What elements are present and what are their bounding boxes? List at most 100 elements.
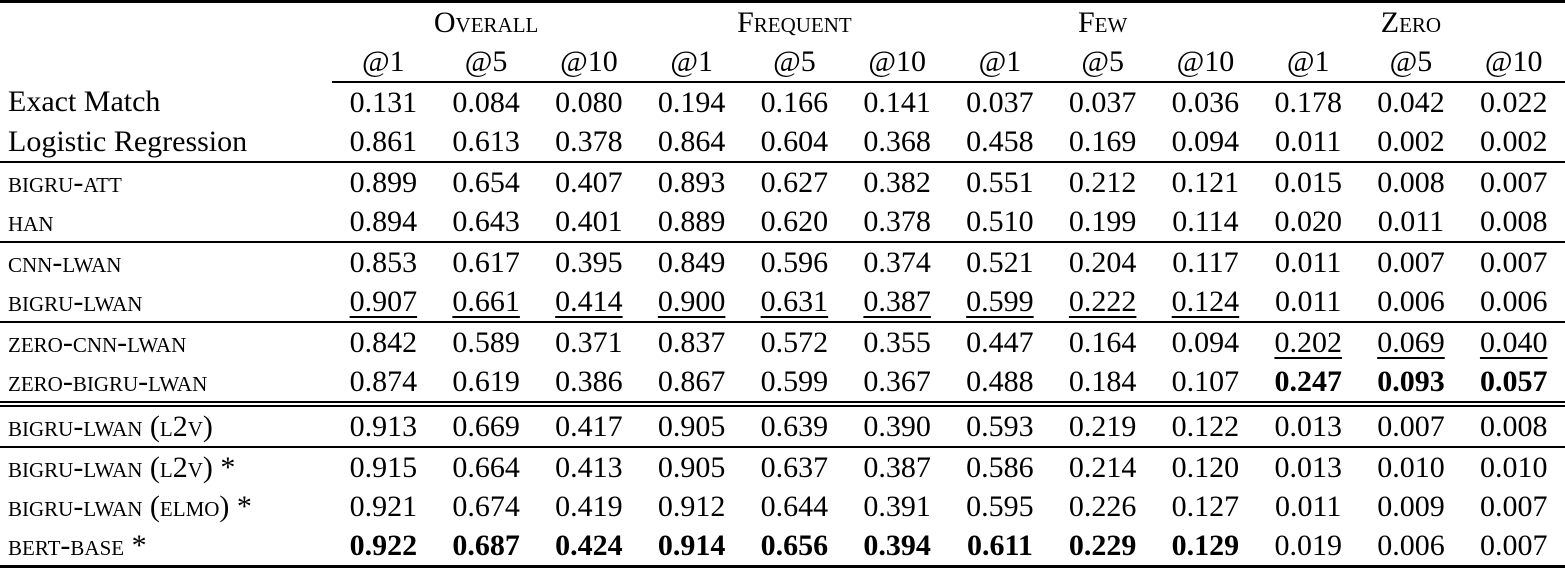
- table-row: ZERO-BIGRU-LWAN 0.874 0.619 0.386 0.867 0.599…: [0, 362, 1565, 404]
- metric-value: 0.905: [640, 446, 744, 487]
- group-header-few: Few: [1078, 5, 1128, 39]
- metric-value: 0.006: [1377, 284, 1445, 318]
- table-header: Overall Frequent Few Zero @1 @5 @10 @1 @…: [0, 2, 1565, 83]
- metric-value: 0.922: [349, 528, 418, 562]
- metric-value: 0.447: [948, 321, 1052, 362]
- metric-value: 0.007: [1479, 528, 1548, 562]
- metric-value: 0.093: [1377, 364, 1445, 398]
- metric-value: 0.627: [743, 161, 846, 202]
- table-row: BIGRU-ATT 0.899 0.654 0.407 0.893 0.627 0.382 0…: [0, 161, 1565, 202]
- metric-value: 0.913: [332, 401, 435, 447]
- metric-value: 0.419: [555, 489, 623, 523]
- metric-value: 0.637: [743, 446, 846, 487]
- metric-value: 0.222: [1068, 284, 1137, 318]
- metric-value: 0.596: [743, 241, 846, 282]
- metric-value: 0.368: [863, 124, 931, 158]
- metric-value: 0.378: [555, 124, 623, 158]
- metric-value: 0.643: [452, 204, 520, 238]
- metric-value: 0.391: [863, 489, 931, 523]
- metric-value: 0.124: [1171, 284, 1240, 318]
- metric-value: 0.011: [1274, 284, 1342, 318]
- metric-value: 0.367: [863, 364, 931, 398]
- metric-value: 0.122: [1154, 401, 1257, 447]
- metric-value: 0.921: [349, 489, 418, 523]
- metric-value: 0.011: [1274, 489, 1342, 523]
- metric-value: 0.619: [452, 364, 520, 398]
- metric-value: 0.382: [845, 161, 949, 202]
- metric-value: 0.011: [1274, 124, 1342, 158]
- metric-value: 0.010: [1462, 446, 1565, 487]
- metric-value: 0.084: [452, 85, 520, 119]
- metric-value: 0.654: [434, 161, 538, 202]
- metric-value: 0.114: [1172, 204, 1239, 238]
- group-header-zero: Zero: [1380, 5, 1442, 39]
- metric-value: 0.905: [640, 401, 744, 447]
- metric-header-row: @1 @5 @10 @1 @5 @10 @1 @5 @10 @1 @5 @10: [0, 42, 1565, 83]
- metric-value: 0.853: [332, 241, 435, 282]
- col-header: @5: [1359, 42, 1463, 83]
- metric-value: 0.013: [1256, 446, 1360, 487]
- metric-value: 0.057: [1479, 364, 1548, 398]
- metric-value: 0.611: [966, 528, 1033, 562]
- metric-value: 0.631: [760, 284, 829, 318]
- metric-value: 0.661: [452, 284, 520, 318]
- metric-value: 0.214: [1051, 446, 1155, 487]
- metric-value: 0.007: [1359, 401, 1463, 447]
- metric-value: 0.620: [760, 204, 829, 238]
- metric-value: 0.120: [1154, 446, 1257, 487]
- metric-value: 0.164: [1051, 321, 1155, 362]
- metric-value: 0.019: [1274, 528, 1342, 562]
- metric-value: 0.617: [434, 241, 538, 282]
- metric-value: 0.141: [863, 85, 931, 119]
- metric-value: 0.166: [760, 85, 829, 119]
- table-row: CNN-LWAN 0.853 0.617 0.395 0.849 0.596 0.374 0.…: [0, 241, 1565, 282]
- table-row: BIGRU-LWAN (ELMO) * 0.921 0.674 0.419 0.912 0…: [0, 487, 1565, 526]
- metric-value: 0.194: [657, 85, 726, 119]
- metric-value: 0.069: [1359, 321, 1463, 362]
- metric-value: 0.586: [948, 446, 1052, 487]
- metric-value: 0.874: [349, 364, 418, 398]
- col-header: @5: [1051, 42, 1155, 83]
- metric-value: 0.129: [1171, 528, 1240, 562]
- col-header: @1: [1256, 42, 1360, 83]
- metric-value: 0.867: [657, 364, 726, 398]
- metric-value: 0.015: [1256, 161, 1360, 202]
- metric-value: 0.639: [743, 401, 846, 447]
- metric-value: 0.202: [1256, 321, 1360, 362]
- metric-value: 0.395: [537, 241, 641, 282]
- table-row: BIGRU-LWAN (L2V) * 0.915 0.664 0.413 0.905 0.…: [0, 446, 1565, 487]
- metric-value: 0.414: [555, 284, 623, 318]
- row-label: HAN: [8, 204, 54, 238]
- col-header: @5: [743, 42, 846, 83]
- table-row: HAN 0.894 0.643 0.401 0.889 0.620 0.378 0.510 0.…: [0, 202, 1565, 242]
- metric-value: 0.226: [1068, 489, 1137, 523]
- metric-value: 0.915: [332, 446, 435, 487]
- metric-value: 0.007: [1359, 241, 1463, 282]
- metric-value: 0.011: [1256, 241, 1360, 282]
- metric-value: 0.656: [760, 528, 829, 562]
- metric-value: 0.488: [966, 364, 1034, 398]
- metric-value: 0.604: [760, 124, 829, 158]
- metric-value: 0.589: [434, 321, 538, 362]
- col-header: @10: [537, 42, 641, 83]
- table-body: Exact Match 0.131 0.084 0.080 0.194 0.166 0.14…: [0, 82, 1565, 567]
- metric-value: 0.674: [452, 489, 520, 523]
- col-header: @10: [845, 42, 949, 83]
- metric-value: 0.006: [1479, 284, 1548, 318]
- table-row: Logistic Regression 0.861 0.613 0.378 0.864 0…: [0, 122, 1565, 162]
- corner-cell: [0, 2, 332, 43]
- metric-value: 0.907: [349, 284, 418, 318]
- row-label: Exact Match: [8, 85, 161, 118]
- metric-value: 0.593: [948, 401, 1052, 447]
- metric-value: 0.572: [743, 321, 846, 362]
- metric-value: 0.002: [1479, 124, 1548, 158]
- metric-value: 0.037: [1068, 85, 1137, 119]
- metric-value: 0.007: [1462, 241, 1565, 282]
- metric-value: 0.394: [863, 528, 931, 562]
- metric-value: 0.040: [1462, 321, 1565, 362]
- metric-value: 0.864: [657, 124, 726, 158]
- row-label: BIGRU-LWAN: [8, 284, 143, 318]
- metric-value: 0.006: [1377, 528, 1445, 562]
- metric-value: 0.664: [434, 446, 538, 487]
